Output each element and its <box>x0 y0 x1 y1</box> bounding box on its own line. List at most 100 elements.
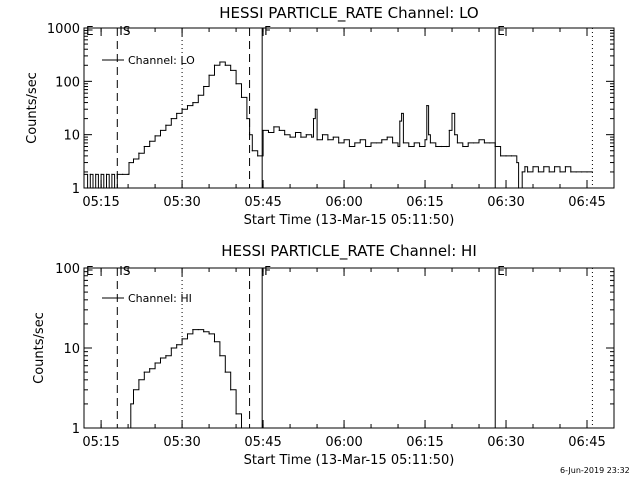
data-point <box>500 155 502 157</box>
data-point <box>248 134 251 136</box>
data-point <box>267 131 270 134</box>
data-point <box>305 134 307 136</box>
event-marker-label: F <box>264 24 271 38</box>
chart-panel-1: HESSI PARTICLE_RATE Channel: HI Counts/se… <box>32 242 615 468</box>
data-point <box>176 344 178 346</box>
data-point <box>108 187 110 189</box>
y-tick-label: 100 <box>55 262 80 277</box>
data-point <box>273 126 275 128</box>
data-point <box>386 136 388 138</box>
event-marker-label: E <box>497 264 505 278</box>
plot-timestamp: 6-Jun-2019 23:32 <box>560 466 630 475</box>
data-point <box>127 427 129 429</box>
x-tick-label: 06:00 <box>325 435 362 450</box>
data-point <box>483 142 486 144</box>
data-point <box>462 145 464 148</box>
data-point <box>240 427 243 429</box>
data-point <box>289 136 291 138</box>
data-point <box>402 142 405 144</box>
x-tick-label: 05:15 <box>82 435 119 450</box>
data-point <box>113 187 116 189</box>
data-point <box>473 142 475 144</box>
data-point <box>230 69 232 72</box>
data-point <box>240 96 243 98</box>
data-point <box>375 142 378 144</box>
data-point <box>440 145 442 148</box>
data-point <box>446 145 448 148</box>
data-point <box>518 187 520 189</box>
data-point <box>138 379 140 381</box>
data-point <box>154 135 156 137</box>
y-tick-label: 1 <box>72 182 80 197</box>
data-point <box>426 105 428 107</box>
x-tick-label: 06:15 <box>406 435 443 450</box>
data-point <box>127 173 129 175</box>
data-point <box>122 173 124 175</box>
data-point <box>103 187 105 189</box>
data-point <box>132 389 135 391</box>
x-tick-label: 05:45 <box>244 435 281 450</box>
y-tick-label: 1000 <box>47 22 80 37</box>
data-point <box>97 187 99 189</box>
event-marker-label: E <box>86 264 94 278</box>
data-point <box>370 142 372 144</box>
data-point <box>149 140 151 142</box>
data-point <box>284 134 286 136</box>
data-point <box>521 171 523 173</box>
data-point <box>186 105 189 107</box>
data-point <box>159 129 162 132</box>
data-point <box>130 403 132 405</box>
data-point <box>311 136 313 138</box>
data-point <box>575 171 577 173</box>
data-point <box>186 333 189 335</box>
data-point <box>524 166 526 168</box>
data-point <box>516 161 518 164</box>
data-point <box>338 142 340 144</box>
data-point <box>83 173 85 175</box>
data-point <box>413 142 415 144</box>
data-point <box>278 129 280 132</box>
data-point <box>89 173 91 175</box>
data-point <box>381 139 383 141</box>
x-tick-label: 06:45 <box>568 435 605 450</box>
data-point <box>527 171 529 173</box>
x-tick-label: 06:30 <box>487 435 524 450</box>
data-point <box>505 155 507 157</box>
event-marker-label: IS <box>119 24 130 38</box>
data-point <box>365 145 367 148</box>
x-axis-label: Start Time (13-Mar-15 05:11:50) <box>244 453 455 468</box>
data-point <box>208 74 210 76</box>
data-point <box>165 124 167 126</box>
data-point <box>586 171 588 173</box>
event-marker-label: E <box>497 24 505 38</box>
data-point <box>397 145 399 148</box>
data-point <box>181 108 183 110</box>
event-marker-label: E <box>86 24 94 38</box>
data-point <box>246 118 248 120</box>
data-point <box>408 145 410 148</box>
data-point <box>343 139 345 141</box>
data-point <box>314 108 316 110</box>
data-point <box>537 171 540 173</box>
data-point <box>170 118 172 120</box>
data-point <box>554 166 556 168</box>
data-point <box>456 142 459 144</box>
x-axis-label: Start Time (13-Mar-15 05:11:50) <box>244 213 455 228</box>
data-point <box>235 413 237 415</box>
x-tick-label: 05:30 <box>163 435 200 450</box>
data-point <box>203 85 205 88</box>
data-point <box>170 347 172 349</box>
data-point <box>401 112 403 115</box>
data-point <box>435 145 437 148</box>
data-point <box>451 112 453 115</box>
data-point <box>300 136 302 138</box>
data-point <box>424 139 426 141</box>
chart-title: HESSI PARTICLE_RATE Channel: LO <box>219 4 478 23</box>
data-point <box>143 371 145 373</box>
event-marker-label: IS <box>119 264 130 278</box>
data-point <box>224 64 226 66</box>
data-point <box>100 173 102 175</box>
data-point <box>235 83 237 85</box>
series-line <box>128 329 242 429</box>
